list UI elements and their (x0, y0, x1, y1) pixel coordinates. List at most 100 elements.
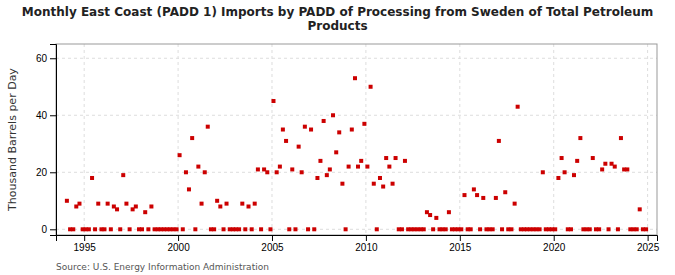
point (387, 165, 391, 169)
point (384, 156, 388, 160)
point (356, 165, 360, 169)
point (71, 227, 75, 231)
y-axis-tick-label: 40 (36, 110, 48, 121)
point (287, 227, 291, 231)
y-axis-tick-mark (50, 172, 56, 173)
point (93, 227, 97, 231)
point (365, 165, 369, 169)
x-axis-tick-label: 2000 (167, 242, 190, 253)
grid-line-x (647, 44, 648, 235)
point (65, 199, 69, 203)
point (200, 202, 204, 206)
point (472, 187, 476, 191)
grid-line-x (553, 44, 554, 235)
point (337, 130, 341, 134)
point (538, 227, 542, 231)
point (175, 227, 179, 231)
point (572, 173, 576, 177)
point (513, 202, 517, 206)
grid-line-y (56, 172, 657, 173)
point (303, 125, 307, 129)
chart-svg: Monthly East Coast (PADD 1) Imports by P… (0, 0, 675, 275)
point (556, 176, 560, 180)
x-axis-tick: 2005 (261, 235, 284, 253)
x-axis-tick: 2020 (543, 235, 566, 253)
point (369, 85, 373, 89)
point (381, 185, 385, 189)
point (591, 156, 595, 160)
point (428, 213, 432, 217)
plot-frame (56, 44, 657, 235)
point (422, 227, 426, 231)
point (475, 193, 479, 197)
point (290, 167, 294, 171)
point (613, 165, 617, 169)
point (560, 156, 564, 160)
point (431, 227, 435, 231)
point (600, 167, 604, 171)
point (469, 227, 473, 231)
point (109, 227, 113, 231)
title-line: Monthly East Coast (PADD 1) Imports by P… (22, 5, 653, 19)
point (300, 170, 304, 174)
point (118, 227, 122, 231)
point (638, 207, 642, 211)
point (146, 227, 150, 231)
point (328, 167, 332, 171)
point (315, 176, 319, 180)
point (325, 173, 329, 177)
y-axis-tick-label: 60 (36, 53, 48, 64)
x-axis-tick-mark (648, 235, 649, 241)
point (222, 227, 226, 231)
point (503, 190, 507, 194)
point (77, 202, 81, 206)
point (268, 227, 272, 231)
point (297, 145, 301, 149)
x-axis-tick-label: 2010 (355, 242, 378, 253)
grid-line-x (84, 44, 85, 235)
point (434, 216, 438, 220)
point (193, 227, 197, 231)
point (578, 136, 582, 140)
point (237, 227, 241, 231)
point (247, 204, 251, 208)
point (447, 210, 451, 214)
grid-line-y (56, 115, 657, 116)
point (575, 159, 579, 163)
point (259, 227, 263, 231)
point (603, 162, 607, 166)
point (569, 227, 573, 231)
point (106, 202, 110, 206)
x-axis-tick-mark (460, 235, 461, 241)
x-axis-tick-label: 2020 (543, 242, 566, 253)
point (459, 227, 463, 231)
grid-line-x (459, 44, 460, 235)
x-axis-tick-label: 2005 (261, 242, 284, 253)
point (478, 227, 482, 231)
point (90, 176, 94, 180)
point (588, 227, 592, 231)
point (347, 165, 351, 169)
point (359, 159, 363, 163)
point (344, 227, 348, 231)
point (87, 227, 91, 231)
point (115, 207, 119, 211)
point (644, 227, 648, 231)
point (250, 227, 254, 231)
x-axis: 1995200020052010201520202025 (57, 235, 660, 253)
point (278, 165, 282, 169)
point (372, 182, 376, 186)
point (281, 128, 285, 132)
y-axis-domain (50, 45, 57, 236)
y-axis: 0204060 (36, 45, 57, 236)
point (340, 182, 344, 186)
y-axis-tick-mark (50, 58, 56, 59)
point (509, 227, 513, 231)
points (65, 76, 648, 231)
source-note: Source: U.S. Energy Information Administ… (56, 262, 269, 272)
chart-container: Monthly East Coast (PADD 1) Imports by P… (0, 0, 675, 275)
x-axis-tick-label: 2025 (637, 242, 660, 253)
y-axis-tick-label: 20 (36, 167, 48, 178)
point (331, 113, 335, 117)
point (96, 202, 100, 206)
